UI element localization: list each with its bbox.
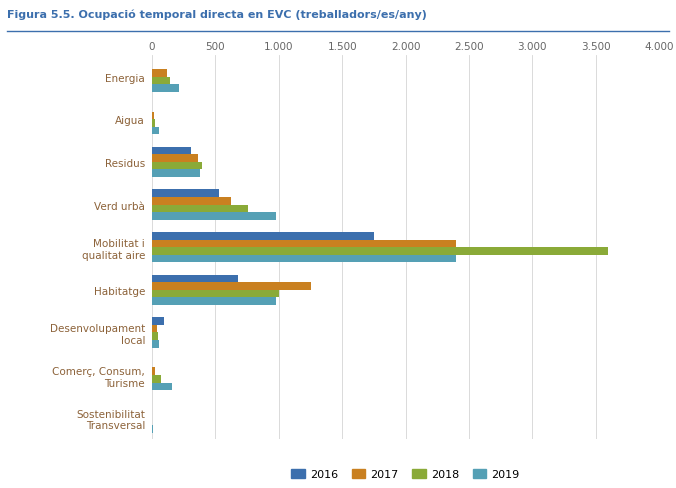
Bar [152, 190, 219, 198]
Bar [152, 375, 161, 383]
Bar [152, 283, 310, 290]
Bar [152, 255, 456, 263]
Bar [152, 290, 279, 298]
Bar [152, 240, 456, 248]
Bar [152, 325, 157, 333]
Bar [152, 78, 170, 85]
Bar [152, 298, 276, 305]
Bar [152, 275, 238, 283]
Bar [152, 333, 158, 341]
Bar [152, 127, 159, 135]
Bar [152, 112, 154, 120]
Bar [152, 213, 276, 220]
Bar [152, 120, 155, 127]
Bar [152, 232, 374, 240]
Text: Figura 5.5. Ocupació temporal directa en EVC (treballadors/es/any): Figura 5.5. Ocupació temporal directa en… [7, 10, 427, 20]
Bar [152, 147, 191, 155]
Bar [152, 70, 167, 78]
Bar [152, 163, 201, 170]
Bar [152, 426, 153, 433]
Bar [152, 318, 164, 325]
Legend: 2016, 2017, 2018, 2019: 2016, 2017, 2018, 2019 [287, 464, 525, 484]
Bar [152, 155, 197, 163]
Bar [152, 341, 159, 348]
Bar [152, 85, 178, 93]
Bar [152, 205, 249, 213]
Bar [152, 170, 200, 178]
Bar [152, 198, 231, 205]
Bar [152, 383, 172, 390]
Bar [152, 248, 608, 255]
Bar [152, 368, 155, 375]
